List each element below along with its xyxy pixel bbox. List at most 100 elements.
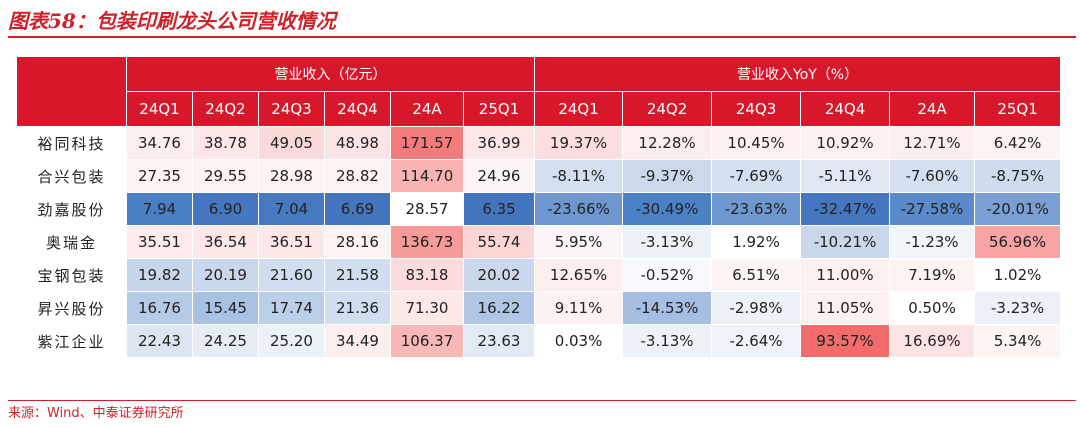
revenue-cell: 16.76	[126, 291, 193, 325]
yoy-cell: 11.05%	[800, 291, 891, 325]
figure-title: 图表58：包装印刷龙头公司营收情况	[8, 9, 336, 33]
period-header: 24Q3	[711, 91, 802, 127]
yoy-cell: 7.19%	[889, 258, 976, 292]
yoy-group-header: 营业收入YoY（%）	[534, 56, 1062, 92]
period-header: 24A	[390, 91, 464, 127]
period-header: 24A	[889, 91, 976, 127]
period-header: 24Q4	[324, 91, 391, 127]
table-row: 昇兴股份 16.76 15.45 17.74 21.36 71.30 16.22 9.11% -…	[16, 291, 1062, 325]
yoy-cell: -20.01%	[974, 192, 1062, 226]
revenue-cell: 20.19	[192, 258, 259, 292]
revenue-cell: 171.57	[390, 126, 464, 160]
yoy-cell: -3.13%	[622, 324, 713, 358]
period-header: 24Q3	[258, 91, 325, 127]
revenue-cell: 28.98	[258, 159, 325, 193]
revenue-cell: 6.90	[192, 192, 259, 226]
yoy-cell: -14.53%	[622, 291, 713, 325]
table-row: 裕同科技 34.76 38.78 49.05 48.98 171.57 36.99 19.37…	[16, 126, 1062, 160]
company-name: 昇兴股份	[16, 291, 127, 325]
yoy-cell: 93.57%	[800, 324, 891, 358]
yoy-cell: -32.47%	[800, 192, 891, 226]
revenue-cell: 38.78	[192, 126, 259, 160]
revenue-cell: 34.49	[324, 324, 391, 358]
yoy-cell: -7.69%	[711, 159, 802, 193]
revenue-cell: 55.74	[462, 225, 536, 259]
table-row: 合兴包装 27.35 29.55 28.98 28.82 114.70 24.96 -8.11…	[16, 159, 1062, 193]
revenue-cell: 15.45	[192, 291, 259, 325]
period-header: 24Q1	[126, 91, 193, 127]
yoy-cell: -23.66%	[534, 192, 624, 226]
company-name: 紫江企业	[16, 324, 127, 358]
revenue-cell: 28.57	[390, 192, 464, 226]
revenue-cell: 106.37	[390, 324, 464, 358]
revenue-cell: 136.73	[390, 225, 464, 259]
revenue-cell: 17.74	[258, 291, 325, 325]
table-body: 裕同科技 34.76 38.78 49.05 48.98 171.57 36.99 19.37…	[16, 126, 1062, 358]
yoy-cell: -2.64%	[711, 324, 802, 358]
revenue-cell: 7.94	[126, 192, 193, 226]
yoy-cell: 5.34%	[974, 324, 1062, 358]
yoy-cell: -3.13%	[622, 225, 713, 259]
table-row: 奥瑞金 35.51 36.54 36.51 28.16 136.73 55.74 5.95% -…	[16, 225, 1062, 259]
revenue-cell: 36.54	[192, 225, 259, 259]
period-header: 25Q1	[974, 91, 1062, 127]
revenue-cell: 36.51	[258, 225, 325, 259]
revenue-cell: 6.35	[462, 192, 536, 226]
revenue-cell: 29.55	[192, 159, 259, 193]
yoy-cell: -3.23%	[974, 291, 1062, 325]
revenue-cell: 28.82	[324, 159, 391, 193]
company-name: 劲嘉股份	[16, 192, 127, 226]
footer-divider	[8, 400, 1076, 401]
yoy-cell: 5.95%	[534, 225, 624, 259]
revenue-cell: 16.22	[462, 291, 536, 325]
yoy-cell: -8.11%	[534, 159, 624, 193]
period-header: 25Q1	[462, 91, 536, 127]
yoy-cell: 9.11%	[534, 291, 624, 325]
yoy-cell: 56.96%	[974, 225, 1062, 259]
company-name: 合兴包装	[16, 159, 127, 193]
yoy-cell: 6.42%	[974, 126, 1062, 160]
revenue-cell: 22.43	[126, 324, 193, 358]
yoy-cell: 16.69%	[889, 324, 976, 358]
corner-cell	[16, 56, 127, 127]
yoy-cell: -8.75%	[974, 159, 1062, 193]
yoy-cell: -9.37%	[622, 159, 713, 193]
company-name: 奥瑞金	[16, 225, 127, 259]
yoy-cell: -30.49%	[622, 192, 713, 226]
revenue-cell: 24.96	[462, 159, 536, 193]
yoy-cell: -0.52%	[622, 258, 713, 292]
period-header: 24Q2	[192, 91, 259, 127]
revenue-cell: 20.02	[462, 258, 536, 292]
revenue-cell: 27.35	[126, 159, 193, 193]
yoy-cell: 1.92%	[711, 225, 802, 259]
yoy-cell: -1.23%	[889, 225, 976, 259]
period-header: 24Q1	[534, 91, 624, 127]
yoy-cell: 10.45%	[711, 126, 802, 160]
revenue-cell: 19.82	[126, 258, 193, 292]
table-row: 宝钢包装 19.82 20.19 21.60 21.58 83.18 20.02 12.65%…	[16, 258, 1062, 292]
period-header: 24Q4	[800, 91, 891, 127]
yoy-cell: 12.65%	[534, 258, 624, 292]
revenue-cell: 21.36	[324, 291, 391, 325]
company-name: 裕同科技	[16, 126, 127, 160]
revenue-cell: 83.18	[390, 258, 464, 292]
revenue-cell: 23.63	[462, 324, 536, 358]
title-divider	[8, 36, 1076, 38]
revenue-cell: 7.04	[258, 192, 325, 226]
yoy-cell: 12.71%	[889, 126, 976, 160]
group-header-row: 营业收入（亿元） 营业收入YoY（%）	[16, 56, 1062, 127]
yoy-cell: 10.92%	[800, 126, 891, 160]
table-row: 劲嘉股份 7.94 6.90 7.04 6.69 28.57 6.35 -23.66% -30.…	[16, 192, 1062, 226]
yoy-cell: -2.98%	[711, 291, 802, 325]
yoy-cell: 12.28%	[622, 126, 713, 160]
period-header: 24Q2	[622, 91, 713, 127]
yoy-cell: -7.60%	[889, 159, 976, 193]
yoy-cell: 11.00%	[800, 258, 891, 292]
yoy-cell: 0.03%	[534, 324, 624, 358]
revenue-cell: 34.76	[126, 126, 193, 160]
yoy-cell: -23.63%	[711, 192, 802, 226]
yoy-cell: -5.11%	[800, 159, 891, 193]
revenue-cell: 35.51	[126, 225, 193, 259]
revenue-cell: 36.99	[462, 126, 536, 160]
revenue-group-header: 营业收入（亿元）	[125, 56, 536, 92]
